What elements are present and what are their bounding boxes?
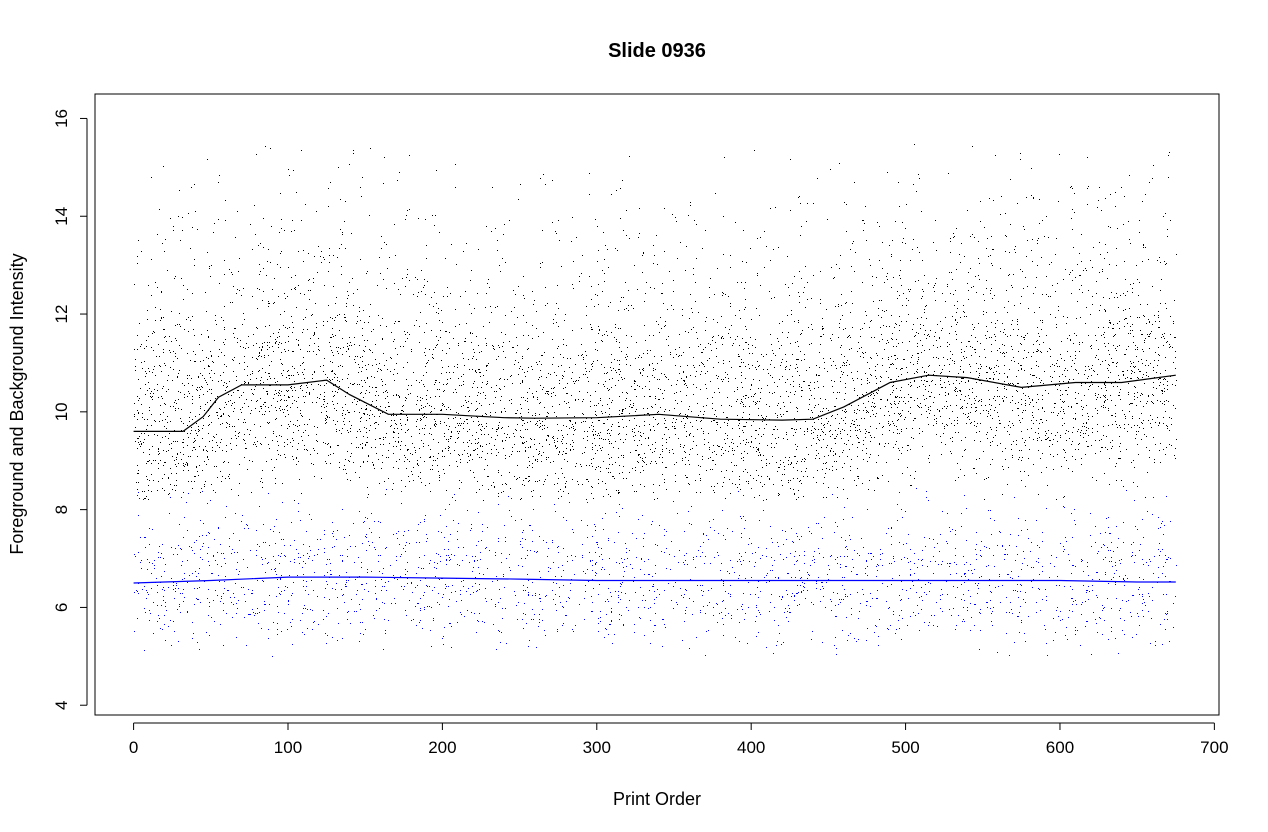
x-tick-label: 400 [737,738,765,757]
y-tick-label: 12 [52,305,71,324]
chart-title: Slide 0936 [608,40,706,62]
trend-lines [133,374,1176,584]
x-tick-label: 500 [891,738,919,757]
y-tick-label: 8 [52,505,71,514]
x-tick-label: 200 [428,738,456,757]
series-points-foreground [134,144,1177,501]
y-axis: 4 6 8 10 12 14 16 [52,109,88,710]
x-axis-label: Print Order [613,789,701,809]
y-tick-label: 14 [52,207,71,226]
y-tick-label: 6 [52,603,71,612]
plot-frame [94,93,1220,716]
x-tick-label: 300 [583,738,611,757]
x-tick-label: 700 [1200,738,1228,757]
trend-line-background [133,576,1176,584]
trend-line-foreground [133,374,1176,432]
series-points-background [134,486,1177,657]
y-axis-label: Foreground and Background Intensity [7,253,27,554]
x-axis: 0 100 200 300 400 500 600 700 [129,722,1229,757]
x-tick-label: 0 [129,738,138,757]
x-tick-label: 100 [274,738,302,757]
x-tick-label: 600 [1046,738,1074,757]
y-tick-label: 16 [52,109,71,128]
y-tick-label: 10 [52,402,71,421]
y-tick-label: 4 [52,700,71,709]
